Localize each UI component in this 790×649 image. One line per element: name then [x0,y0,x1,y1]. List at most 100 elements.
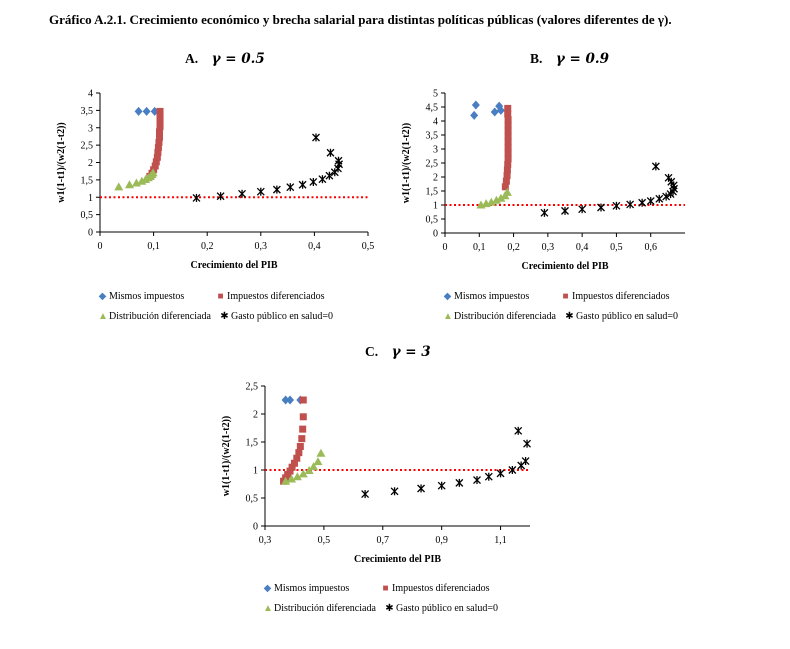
y-tick-label: 4 [88,89,93,100]
legend-item-gasto: ✱ Gasto público en salud=0 [385,603,498,614]
point-diferenciados [299,425,307,433]
y-tick-label: 3 [88,123,93,134]
x-axis-label: Crecimiento del PIB [521,261,608,272]
y-tick-label: 5 [433,89,438,100]
panel-gamma: γ = 0.5 [211,51,265,67]
point-gasto [651,162,660,171]
legend-item-gasto: ✱ Gasto público en salud=0 [220,311,333,322]
legend-label: Mismos impuestos [109,291,185,302]
y-axis-label: w1(1-t1)/(w2(1-t2)) [56,122,67,203]
point-gasto [326,148,335,157]
point-diferenciados [504,138,512,146]
x-tick-label: 0,2 [201,241,214,252]
point-gasto [361,490,370,499]
point-diferenciados [503,172,511,180]
legend-label: Gasto público en salud=0 [396,603,499,614]
point-gasto [484,472,493,481]
diamond-icon: ◆ [443,291,452,302]
x-tick-label: 0,3 [255,241,268,252]
legend-item-distribucion: ▲Distribución diferenciada [98,311,211,322]
panel-gamma: γ = 3 [391,344,431,360]
star-marker-icon: ✱ [385,603,394,614]
y-tick-label: 3,5 [81,106,94,117]
triangle-icon: ▲ [263,603,273,614]
legend-item-distribucion: ▲Distribución diferenciada [263,603,376,614]
legend-label: Gasto público en salud=0 [231,311,334,322]
point-distribucion [502,187,512,196]
point-gasto [192,193,201,202]
y-tick-label: 3,5 [426,131,439,142]
point-distribucion [281,476,291,485]
point-diferenciados [503,166,511,174]
point-gasto [664,173,673,182]
point-gasto [655,194,664,203]
point-diferenciados [156,123,164,131]
point-mismos [471,100,480,110]
y-tick-label: 2 [253,410,258,421]
chart-panel-b: B. γ = 0.9 0 0,5 1 1,5 2 2,5 3 3,5 4 4,5 5 0 0,1 0,2 0… [345,45,775,345]
point-gasto [318,175,327,184]
point-gasto [437,481,446,490]
point-diferenciados [504,132,512,140]
y-tick-label: 1,5 [246,438,259,449]
point-gasto [309,177,318,186]
point-distribucion [298,469,308,478]
y-tick-label: 2 [433,173,438,184]
y-tick-label: 3 [433,145,438,156]
point-gasto [312,133,320,142]
legend-item-diferenciados: ■ Impuestos diferenciados [381,583,489,594]
point-gasto [508,466,517,474]
point-gasto [626,200,635,209]
y-tick-label: 2,5 [246,382,259,393]
point-mismos [281,395,290,405]
y-axis-label: w1(1-t1)/(w2(1-t2)) [221,416,232,497]
point-distribucion [309,462,319,471]
point-distribucion [316,448,326,457]
point-gasto [638,198,647,207]
point-distribucion [287,474,296,483]
y-tick-label: 1 [88,193,93,204]
point-distribucion [292,472,302,481]
point-distribucion [313,457,323,466]
point-diferenciados [154,144,162,152]
point-mismos [490,107,499,117]
panel-letter: A. [185,51,199,66]
point-gasto [272,185,281,194]
panel-letter: C. [365,344,379,359]
point-diferenciados [502,177,510,185]
chart-panel-a: A. γ = 0.5 0 0,5 1 1,5 2 2,5 3 3,5 4 0 0,1 0,2 0,3 0,… [0,45,395,345]
legend-label: Gasto público en salud=0 [576,311,679,322]
point-gasto [514,426,523,435]
panel-title-c: C. γ = 3 [365,344,431,360]
point-gasto [496,469,505,478]
legend-item-mismos: ◆ Mismos impuestos [443,291,530,302]
point-distribucion [148,168,158,177]
legend-item-mismos: ◆ Mismos impuestos [98,291,185,302]
panel-title-b: B. γ = 0.9 [530,51,609,67]
point-gasto [662,192,671,201]
legend-label: Distribución diferenciada [274,603,376,614]
point-diferenciados [504,127,512,135]
point-diferenciados [152,158,160,166]
point-mismos [496,105,505,115]
x-tick-label: 0,6 [644,242,657,253]
point-distribucion [496,193,506,202]
legend-label: Distribución diferenciada [109,311,211,322]
point-gasto [238,189,246,198]
x-tick-label: 0,1 [147,241,160,252]
panel-title-a: A. γ = 0.5 [185,51,265,67]
point-gasto [646,197,655,206]
point-diferenciados [293,454,301,462]
point-diferenciados [295,449,303,457]
point-gasto [521,457,530,466]
x-tick-label: 0,5 [362,241,375,252]
y-tick-label: 2,5 [426,159,439,170]
point-gasto [390,487,399,496]
y-tick-label: 1 [433,201,438,212]
point-diferenciados [155,128,163,136]
y-tick-label: 1,5 [81,175,94,186]
square-icon: ■ [382,583,389,594]
point-gasto [417,484,426,493]
y-tick-label: 0,5 [81,210,94,221]
legend-item-gasto: ✱ Gasto público en salud=0 [565,311,678,322]
